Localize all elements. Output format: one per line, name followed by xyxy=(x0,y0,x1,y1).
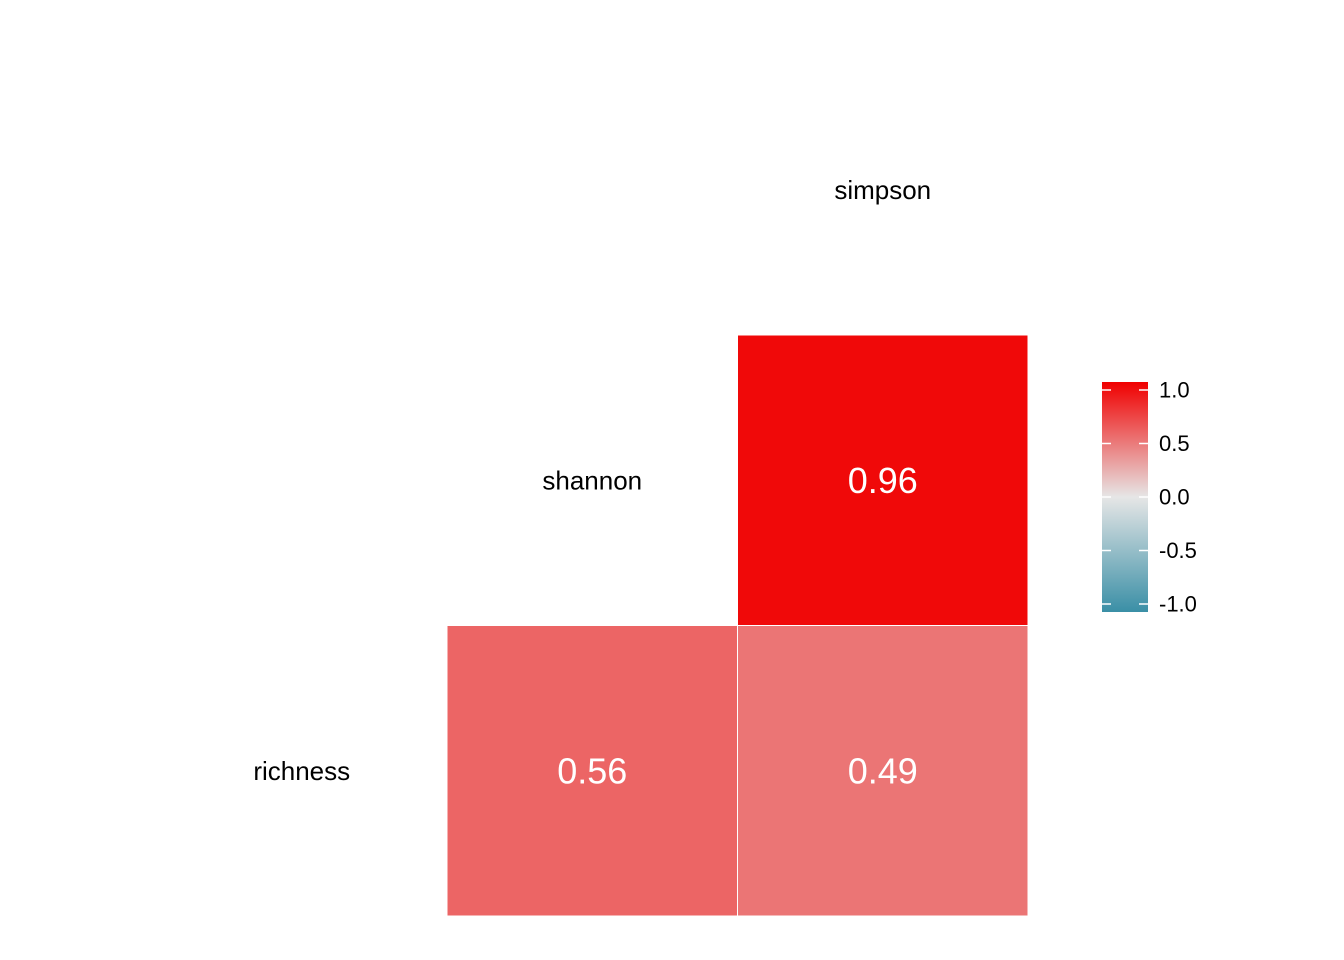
cell-value-label: 0.96 xyxy=(848,460,918,501)
colorbar-tick-label: 1.0 xyxy=(1159,378,1190,403)
heatmap-cells xyxy=(446,334,1029,917)
variable-label-richness: richness xyxy=(253,756,350,786)
colorbar-ticks: 1.0 0.5 0.0 -0.5 -1.0 xyxy=(1102,378,1197,617)
colorbar-tick-label: 0.0 xyxy=(1159,485,1190,510)
colorbar-tick-label: 0.5 xyxy=(1159,431,1190,456)
heatmap-value-labels: 0.56 0.49 0.96 xyxy=(557,460,918,792)
color-legend: 1.0 0.5 0.0 -0.5 -1.0 xyxy=(1102,378,1197,617)
colorbar-tick-label: -0.5 xyxy=(1159,538,1197,563)
variable-label-shannon: shannon xyxy=(542,465,642,495)
cell-value-label: 0.56 xyxy=(557,750,627,791)
heatmap-cell-shannon-simpson xyxy=(737,334,1029,626)
heatmap-cell-richness-simpson xyxy=(737,625,1029,917)
variable-labels: richness shannon simpson xyxy=(253,175,931,786)
heatmap-cell-richness-shannon xyxy=(446,625,738,917)
cell-value-label: 0.49 xyxy=(848,750,918,791)
variable-label-simpson: simpson xyxy=(834,175,931,205)
colorbar-tick-label: -1.0 xyxy=(1159,592,1197,617)
